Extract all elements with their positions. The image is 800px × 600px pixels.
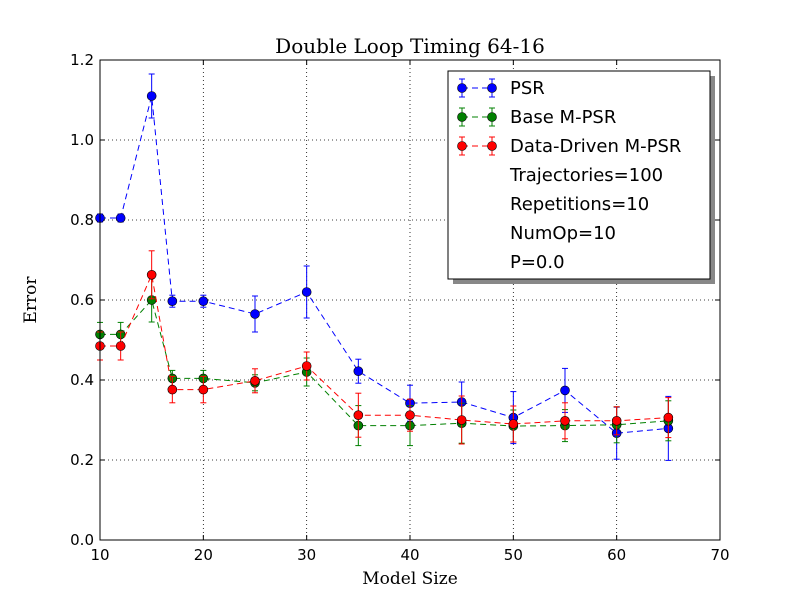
y-tick-label: 0.0 xyxy=(70,531,94,549)
data-point xyxy=(198,296,209,307)
legend-label: Base M-PSR xyxy=(510,107,616,128)
data-point xyxy=(353,410,364,421)
data-point xyxy=(198,384,209,395)
data-point xyxy=(353,366,364,377)
data-point xyxy=(146,269,157,280)
legend-label: PSR xyxy=(510,78,545,99)
data-point xyxy=(167,296,178,307)
x-axis-label: Model Size xyxy=(362,569,458,589)
legend: PSR Base M-PSR Data-Driven M-PSR Trajectori… xyxy=(447,70,715,284)
y-tick-label: 0.4 xyxy=(70,371,94,389)
data-point xyxy=(301,287,312,297)
y-axis-label: Error xyxy=(21,276,41,324)
legend-marker xyxy=(457,141,467,151)
y-tick-label: 0.6 xyxy=(70,291,94,309)
data-point xyxy=(301,361,312,371)
series-line xyxy=(100,298,669,427)
data-point xyxy=(250,309,260,319)
y-tick-label: 1.0 xyxy=(70,131,94,149)
data-point xyxy=(146,91,157,101)
y-tick-label: 1.2 xyxy=(70,51,94,69)
x-tick-label: 70 xyxy=(710,546,729,564)
legend-note: NumOp=10 xyxy=(510,223,616,244)
y-tick-label: 0.2 xyxy=(70,451,94,469)
data-point xyxy=(560,415,570,426)
data-point xyxy=(115,213,126,223)
x-tick-label: 40 xyxy=(400,546,419,564)
data-point xyxy=(611,415,622,426)
legend-marker xyxy=(487,83,497,93)
data-point xyxy=(250,375,260,386)
x-tick-label: 50 xyxy=(504,546,523,564)
axes-frame xyxy=(99,59,721,541)
data-point xyxy=(663,412,674,423)
chart-title: Double Loop Timing 64-16 xyxy=(275,34,545,58)
legend-marker xyxy=(457,112,467,122)
x-tick-label: 20 xyxy=(194,546,213,564)
legend-marker xyxy=(487,141,497,151)
x-tick-label: 30 xyxy=(297,546,316,564)
x-tick-label: 60 xyxy=(607,546,626,564)
series-line xyxy=(100,95,669,434)
data-point xyxy=(167,384,178,395)
legend-note: Repetitions=10 xyxy=(510,194,649,215)
series-group xyxy=(95,73,674,461)
y-tick-label: 0.8 xyxy=(70,211,94,229)
legend-box xyxy=(447,70,711,280)
data-point xyxy=(115,341,126,351)
x-tick-label: 10 xyxy=(90,546,109,564)
legend-note: P=0.0 xyxy=(510,252,565,273)
legend-marker xyxy=(487,112,497,122)
data-point xyxy=(560,385,570,396)
data-point xyxy=(405,410,415,421)
data-point xyxy=(508,419,519,429)
data-point xyxy=(456,415,467,425)
legend-note: Trajectories=100 xyxy=(509,165,663,186)
legend-label: Data-Driven M-PSR xyxy=(510,136,681,157)
legend-marker xyxy=(457,83,467,93)
series-line xyxy=(100,273,669,425)
